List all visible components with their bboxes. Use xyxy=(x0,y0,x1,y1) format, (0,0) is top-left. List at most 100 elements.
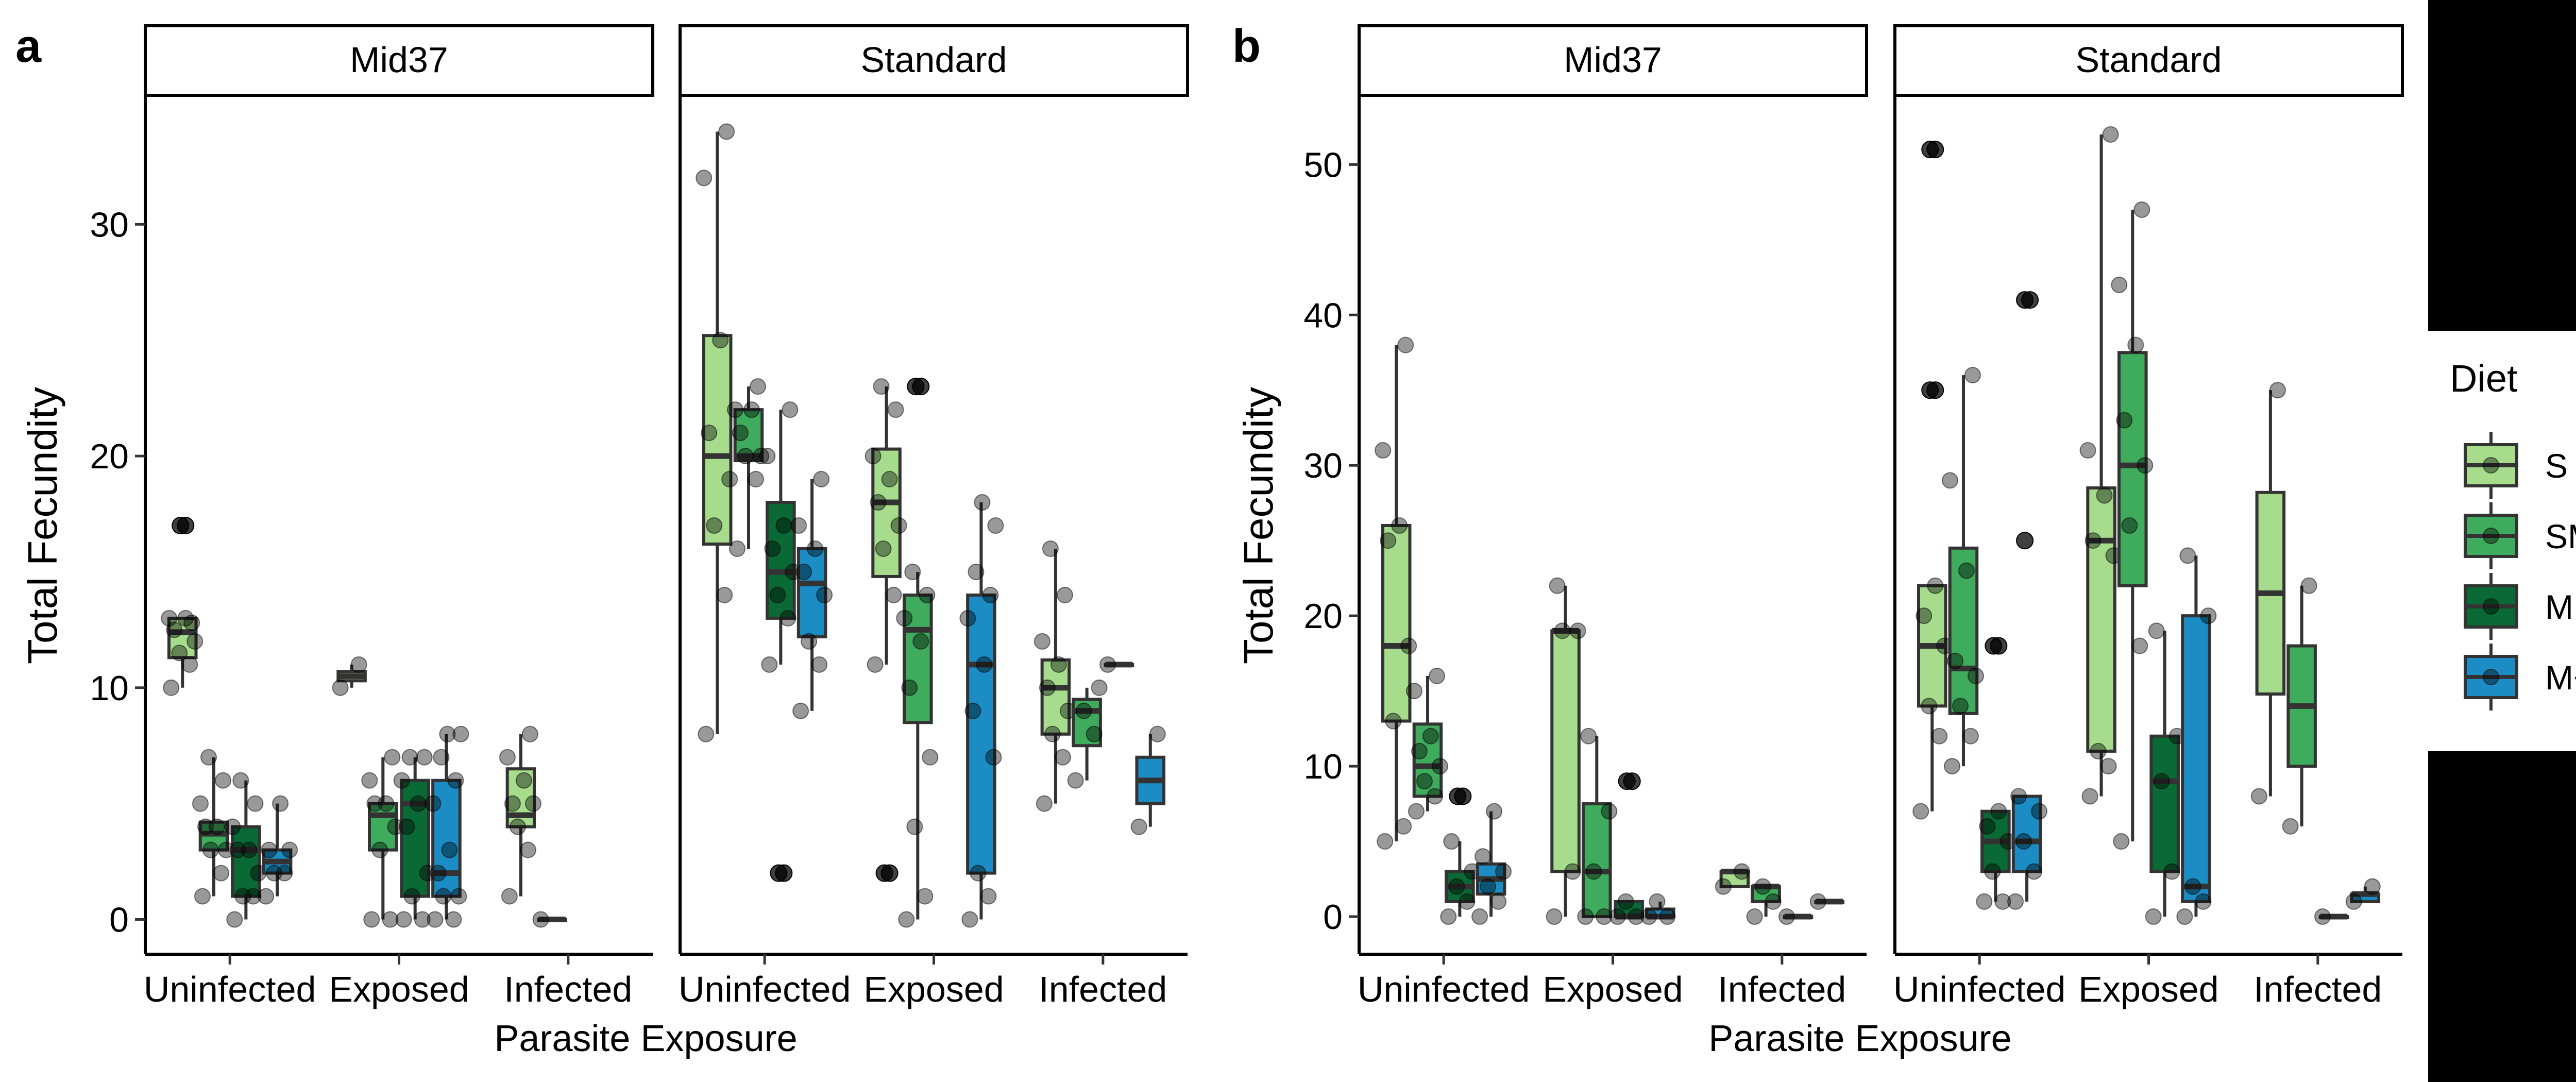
legend-point xyxy=(2483,669,2499,685)
data-point xyxy=(382,911,399,928)
data-point xyxy=(747,471,764,488)
data-point xyxy=(2145,908,2162,925)
data-point xyxy=(258,888,275,905)
box xyxy=(966,593,996,875)
data-point xyxy=(1044,725,1061,742)
data-point xyxy=(1941,472,1958,489)
data-point xyxy=(1733,863,1750,880)
data-point xyxy=(532,911,549,928)
data-point xyxy=(200,749,217,766)
outlier-point xyxy=(775,864,793,882)
data-point xyxy=(2137,457,2154,474)
data-point xyxy=(1099,656,1116,673)
outlier-point xyxy=(1454,787,1472,805)
data-point xyxy=(226,911,243,928)
data-point xyxy=(1990,803,2007,820)
x-tick-label: Uninfected xyxy=(1893,969,2066,1009)
legend-title: Diet xyxy=(2450,357,2518,400)
data-point xyxy=(393,772,410,789)
facet-strip-label: Standard xyxy=(860,40,1007,80)
box-group-exposed-sm xyxy=(896,378,939,928)
box-group-uninfected-m xyxy=(224,772,267,928)
data-point xyxy=(1979,818,1996,835)
data-point xyxy=(807,540,824,557)
box-group-uninfected-s xyxy=(1912,141,1953,820)
data-point xyxy=(904,563,921,580)
data-point xyxy=(801,633,818,650)
data-point xyxy=(1577,908,1594,925)
y-tick-label: 30 xyxy=(1303,446,1343,485)
y-tick-label: 30 xyxy=(90,205,129,244)
data-point xyxy=(890,517,907,534)
box xyxy=(871,447,902,578)
box-group-infected-s xyxy=(1033,540,1076,812)
data-point xyxy=(959,610,976,627)
box-group-infected-mplus xyxy=(1809,893,1845,910)
facet-strip xyxy=(144,24,654,97)
data-point xyxy=(1765,893,1782,910)
data-point xyxy=(790,517,807,534)
x-tick-label: Exposed xyxy=(863,969,1004,1009)
data-point xyxy=(759,448,776,465)
legend-label: S xyxy=(2545,447,2568,485)
data-point xyxy=(1426,788,1443,805)
data-point xyxy=(706,517,723,534)
box-group-infected-s xyxy=(499,725,541,905)
y-tick-label: 10 xyxy=(1303,747,1343,786)
data-point xyxy=(1564,863,1581,880)
x-tick-label: Exposed xyxy=(329,969,469,1009)
data-point xyxy=(2163,863,2180,880)
box-group-uninfected-sm xyxy=(1405,667,1448,820)
data-point xyxy=(696,170,713,187)
data-point xyxy=(2133,201,2150,218)
facet-strip-label: Mid37 xyxy=(1564,40,1662,80)
data-point xyxy=(2079,442,2096,459)
data-point xyxy=(1091,679,1108,696)
data-point xyxy=(1617,893,1634,910)
box-group-uninfected-mplus xyxy=(790,471,833,719)
x-tick-label: Uninfected xyxy=(1358,969,1530,1009)
box-group-exposed-mplus xyxy=(959,494,1004,928)
x-tick-label: Infected xyxy=(1039,969,1167,1009)
data-point xyxy=(441,841,458,858)
data-point xyxy=(194,888,211,905)
outlier-point xyxy=(1623,772,1641,790)
box-group-uninfected-mplus xyxy=(2007,291,2048,910)
data-point xyxy=(743,401,760,418)
box-group-infected-s xyxy=(2250,382,2286,805)
data-point xyxy=(2116,412,2133,429)
data-point xyxy=(1958,562,1975,579)
data-point xyxy=(2364,878,2381,895)
data-point xyxy=(795,563,812,580)
data-point xyxy=(1569,622,1586,639)
data-point xyxy=(2269,382,2286,399)
data-point xyxy=(2184,878,2201,895)
data-point xyxy=(1927,577,1944,594)
box-group-exposed-m xyxy=(2145,622,2185,925)
data-point xyxy=(2010,788,2027,805)
box-group-exposed-m xyxy=(1609,772,1645,925)
data-point xyxy=(332,679,349,696)
data-point xyxy=(968,563,985,580)
data-point xyxy=(450,888,467,905)
x-tick-label: Infected xyxy=(1718,969,1846,1009)
facet-standard: Standard Uninfected Exposed Infected xyxy=(1893,24,2404,1009)
box xyxy=(2117,351,2148,587)
outlier-point xyxy=(2016,291,2034,309)
data-point xyxy=(718,123,735,140)
box xyxy=(1072,698,1102,748)
data-point xyxy=(867,656,884,673)
data-point xyxy=(261,841,278,858)
data-point xyxy=(187,633,204,650)
data-point xyxy=(430,865,447,882)
data-point xyxy=(183,614,200,631)
data-point xyxy=(2121,517,2138,534)
data-point xyxy=(1946,652,1963,669)
data-point xyxy=(161,610,178,627)
box-group-uninfected-mplus xyxy=(258,795,298,905)
data-point xyxy=(272,795,289,812)
data-point xyxy=(509,818,526,835)
diet-legend: Diet S SM M M+ xyxy=(2450,357,2576,711)
data-point xyxy=(171,645,188,662)
data-point xyxy=(2314,908,2331,925)
